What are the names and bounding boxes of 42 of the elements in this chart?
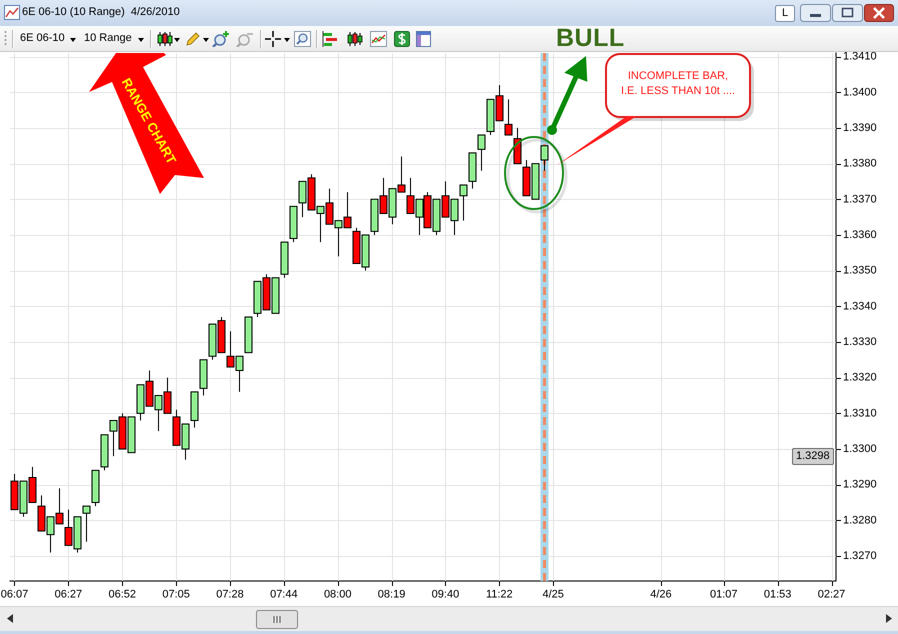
candlestick <box>82 506 90 542</box>
y-tick-label: 1.3300 <box>843 443 877 456</box>
x-tick-label: 07:44 <box>270 588 298 601</box>
y-tick-label: 1.3400 <box>843 86 877 98</box>
x-tick-label: 11:22 <box>486 588 513 601</box>
x-tick-label: 06:07 <box>0 588 28 601</box>
x-tick-label: 08:00 <box>324 588 352 601</box>
annotation: INCOMPLETE BAR, I.E. LESS THAN 10t .... <box>620 69 736 99</box>
y-tick-label: 1.3330 <box>843 336 877 348</box>
candlestick <box>540 145 548 172</box>
y-tick-label: 1.3410 <box>843 50 877 63</box>
text: BULL <box>556 24 625 52</box>
x-tick-label: 06:52 <box>108 588 136 601</box>
candlestick <box>460 184 468 222</box>
chart-title: 6E 06-10 (10 Range) 4/26/2010 <box>22 6 180 18</box>
x-tick-label: 08:19 <box>378 588 406 601</box>
x-tick-label: 4/25 <box>542 588 564 601</box>
candlestick <box>478 134 486 172</box>
y-tick-label: 1.3320 <box>843 372 877 384</box>
y-tick-label: 1.3390 <box>843 122 877 134</box>
x-tick-label: 4/26 <box>650 588 672 601</box>
text: L <box>782 7 788 19</box>
text: 10 Range <box>84 32 132 44</box>
x-tick-label: 01:53 <box>764 588 792 601</box>
x-tick-label: 06:27 <box>54 588 82 601</box>
text: 6E 06-10 <box>20 32 65 44</box>
annotation: 1.3298 <box>792 448 834 465</box>
y-tick-label: 1.3370 <box>843 193 877 206</box>
x-tick-label: 07:05 <box>162 588 190 601</box>
y-tick-label: 1.3290 <box>843 478 877 491</box>
y-tick-label: 1.3340 <box>843 300 877 312</box>
x-tick-label: 07:28 <box>216 588 244 601</box>
y-tick-label: 1.3310 <box>843 407 877 420</box>
x-tick-label: 01:07 <box>710 588 738 601</box>
candlestick <box>504 98 512 136</box>
y-tick-label: 1.3280 <box>843 514 877 526</box>
x-tick-label: 09:40 <box>432 588 460 601</box>
y-tick-label: 1.3350 <box>843 264 877 277</box>
y-tick-label: 1.3270 <box>843 550 877 562</box>
x-tick-label: 02:27 <box>818 588 846 601</box>
y-tick-label: 1.3360 <box>843 228 877 241</box>
y-tick-label: 1.3380 <box>843 158 877 170</box>
